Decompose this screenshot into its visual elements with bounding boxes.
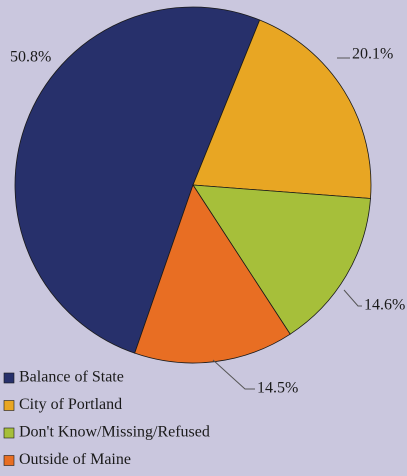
data-label: 14.6%	[364, 297, 405, 314]
data-label: 20.1%	[352, 46, 393, 63]
legend-label: Balance of State	[19, 369, 124, 386]
data-label: 50.8%	[10, 49, 51, 66]
legend-swatch	[3, 427, 15, 439]
leader-line	[212, 359, 255, 390]
leader-line	[343, 289, 362, 307]
pie-slice	[192, 19, 372, 199]
legend-label: Don't Know/Missing/Refused	[19, 424, 210, 441]
legend-label: Outside of Maine	[19, 451, 131, 468]
pie-slice	[192, 184, 371, 335]
legend-swatch	[3, 400, 15, 411]
pie-slice	[14, 6, 261, 354]
legend-label: City of Portland	[19, 396, 122, 413]
data-label: 14.5%	[257, 380, 298, 397]
legend-swatch	[3, 372, 15, 384]
legend-swatch	[3, 455, 15, 466]
